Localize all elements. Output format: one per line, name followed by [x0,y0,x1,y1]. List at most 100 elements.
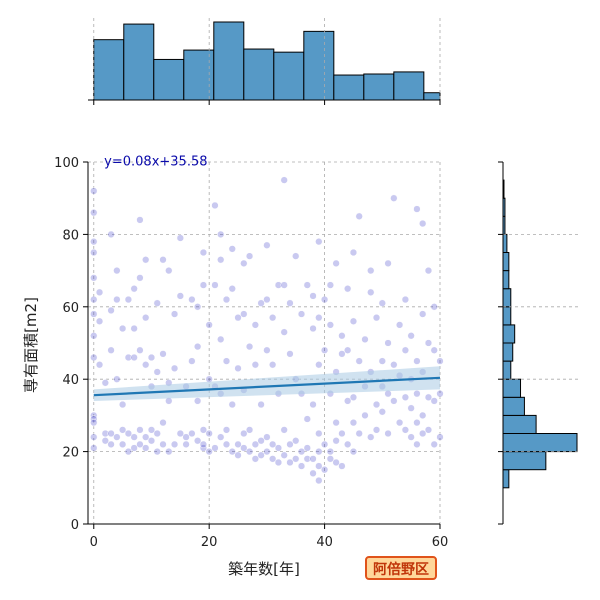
scatter-point [269,314,277,322]
scatter-point [118,426,127,434]
scatter-point [372,400,381,409]
scatter-point [124,295,133,304]
scatter-point [349,447,358,456]
scatter-point [113,266,121,275]
scatter-point [269,440,277,449]
scatter-point [113,433,121,441]
scatter-point [280,328,288,336]
scatter-point [118,440,127,449]
scatter-point [251,440,259,449]
scatter-point [315,447,323,456]
scatter-point [90,353,98,362]
scatter-point [130,353,138,362]
right-hist-bar [502,469,510,489]
scatter-point [326,455,335,463]
scatter-point [395,418,404,427]
scatter-point [188,357,196,365]
top-hist-bar [243,48,275,101]
scatter-point [130,324,138,333]
scatter-point [107,429,115,438]
scatter-point [217,230,225,239]
scatter-point [107,346,115,354]
scatter-point [193,437,202,445]
scatter-point [355,212,363,220]
x-tick-label: 20 [201,535,218,550]
scatter-point [424,393,433,401]
top-hist-bar [333,74,365,101]
scatter-point [292,252,300,260]
scatter-point [274,458,283,467]
scatter-point [332,418,340,427]
scatter-point [436,357,444,365]
scatter-point [384,339,392,347]
scatter-point [124,353,133,362]
scatter-point [349,248,358,257]
scatter-point [176,429,184,438]
scatter-point [338,332,346,340]
scatter-point [361,411,369,420]
scatter-point [107,230,115,239]
scatter-point [90,209,98,217]
scatter-point [320,466,329,474]
scatter-point [118,400,127,409]
scatter-point [234,364,242,372]
scatter-point [349,393,358,401]
scatter-point [159,256,167,264]
scatter-point [188,429,196,438]
scatter-point [95,317,104,325]
scatter-point [257,437,265,445]
scatter-point [424,339,433,347]
scatter-point [361,335,369,344]
top-hist-bar [93,39,125,101]
scatter-point [170,310,179,318]
right-hist-bar [502,360,512,380]
scatter-point [332,259,340,268]
scatter-point [413,390,421,398]
scatter-point [176,292,184,300]
scatter-point [113,295,121,304]
scatter-point [303,444,311,452]
scatter-point [355,429,363,438]
scatter-point [332,437,340,445]
scatter-point [424,266,433,275]
scatter-point [101,437,109,445]
scatter-point [286,299,294,307]
scatter-point [107,440,115,449]
scatter-point [228,285,236,293]
scatter-point [90,418,98,427]
scatter-point [338,350,346,358]
scatter-point [234,314,242,322]
scatter-point [147,437,156,445]
scatter-point [390,397,398,405]
top-hist-bar [123,23,155,101]
scatter-point [240,259,248,268]
scatter-point [222,426,231,434]
scatter-point [413,440,421,449]
scatter-point [130,433,138,441]
scatter-point [90,310,98,318]
scatter-point [90,187,98,195]
y-axis-title: 専有面積[m2] [22,297,40,393]
scatter-point [205,429,213,438]
scatter-point [309,292,317,300]
scatter-point [263,346,271,354]
scatter-point [436,433,444,441]
scatter-point [153,368,161,376]
scatter-point [303,281,311,289]
scatter-point [344,346,352,354]
scatter-point [407,332,415,340]
scatter-point [222,357,231,365]
scatter-point [234,451,242,459]
scatter-point [211,201,219,210]
scatter-point [228,245,236,253]
scatter-point [90,444,98,452]
top-hist-bar [213,21,245,101]
scatter-point [142,361,150,369]
scatter-point [436,390,444,398]
scatter-point [344,285,352,293]
scatter-point [90,295,98,304]
scatter-point [309,469,317,477]
scatter-point [124,429,133,438]
scatter-point [170,364,179,372]
scatter-point [274,444,283,452]
